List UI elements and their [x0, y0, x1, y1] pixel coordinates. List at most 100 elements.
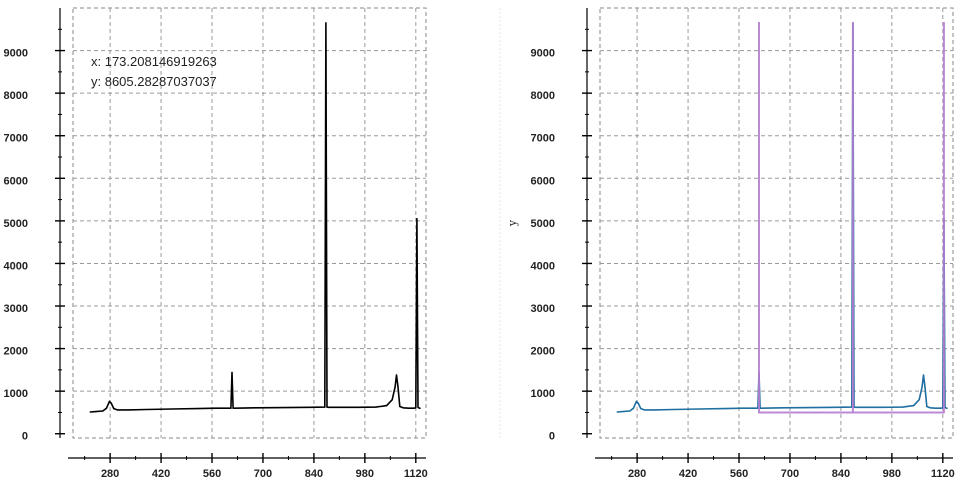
- data-point: [397, 386, 399, 388]
- plot-frame: [599, 7, 954, 439]
- data-point: [924, 386, 926, 388]
- x-tick-label: 840: [832, 468, 850, 480]
- data-point: [754, 407, 756, 409]
- data-point: [232, 407, 234, 409]
- data-point: [196, 408, 199, 410]
- data-point: [415, 407, 417, 409]
- y-tick-label: 7000: [531, 133, 555, 145]
- data-point: [395, 374, 398, 376]
- data-point: [413, 407, 415, 409]
- data-point: [94, 411, 97, 413]
- y-tick-label: 2000: [4, 346, 28, 358]
- data-point: [672, 408, 675, 411]
- data-point: [921, 386, 923, 388]
- data-point: [621, 411, 624, 413]
- x-tick-label: 1120: [931, 468, 955, 480]
- x-tick-label: 700: [781, 468, 799, 480]
- data-point: [230, 407, 232, 409]
- x-tick-label: 280: [101, 468, 119, 480]
- x-tick-label: 420: [152, 468, 170, 480]
- data-point: [417, 406, 419, 408]
- data-point: [102, 410, 104, 412]
- data-point: [309, 406, 311, 408]
- data-point: [407, 407, 410, 409]
- data-point: [335, 406, 337, 408]
- data-point: [758, 411, 760, 414]
- data-point: [116, 409, 118, 411]
- y-axis-label: y: [506, 219, 519, 227]
- data-point: [327, 406, 330, 408]
- data-point: [698, 408, 700, 410]
- data-point: [399, 405, 401, 408]
- x-tick-label: 560: [730, 468, 748, 480]
- y-tick-label: 4000: [4, 260, 28, 272]
- data-point: [227, 407, 229, 409]
- data-point: [394, 386, 396, 388]
- x-tick-label: 980: [356, 468, 374, 480]
- data-point: [635, 400, 637, 402]
- data-point: [943, 411, 945, 414]
- data-point: [386, 405, 388, 407]
- data-point: [113, 408, 115, 410]
- y-tick-label: 3000: [531, 303, 555, 315]
- y-tick-label: 9000: [531, 48, 555, 60]
- y-tick-label: 2000: [531, 346, 555, 358]
- data-point: [742, 407, 744, 409]
- data-point: [654, 409, 656, 411]
- y-tick-label: 7000: [4, 133, 28, 145]
- x-tick-label: 280: [628, 468, 646, 480]
- x-tick-label: 420: [679, 468, 697, 480]
- data-point: [854, 406, 857, 408]
- data-point: [723, 408, 726, 410]
- data-point: [234, 407, 236, 409]
- data-point: [629, 410, 631, 412]
- y-tick-label: 6000: [4, 175, 28, 187]
- data-point: [89, 411, 91, 413]
- plot-frame: [72, 7, 427, 439]
- y-tick-label: 1000: [4, 388, 28, 400]
- data-point: [946, 407, 948, 409]
- data-point: [918, 399, 920, 401]
- data-point: [110, 402, 112, 404]
- x-tick-label: 560: [203, 468, 221, 480]
- data-point: [231, 371, 233, 374]
- data-point: [325, 22, 327, 24]
- readout-x: x: 173.208146919263: [91, 54, 217, 69]
- data-point: [811, 406, 813, 409]
- data-point: [255, 407, 257, 409]
- data-point: [852, 22, 854, 24]
- data-point: [616, 411, 618, 413]
- data-point: [326, 406, 328, 408]
- y-tick-label: 4000: [531, 260, 555, 272]
- data-point: [643, 409, 645, 411]
- y-tick-label: 9000: [4, 48, 28, 60]
- x-tick-label: 840: [305, 468, 323, 480]
- data-point: [105, 407, 108, 409]
- data-point: [145, 408, 148, 411]
- y-tick-label: 5000: [531, 218, 555, 230]
- data-point: [402, 407, 404, 409]
- y-tick-label: 6000: [531, 175, 555, 187]
- data-point: [419, 407, 421, 409]
- data-point: [883, 406, 886, 408]
- series-line-0: [90, 22, 421, 413]
- data-point: [215, 407, 217, 409]
- readout-y: y: 8605.28287037037: [91, 74, 217, 89]
- data-point: [761, 407, 763, 409]
- series-line-0: [617, 22, 948, 413]
- data-point: [940, 407, 942, 409]
- data-point: [324, 406, 326, 408]
- data-point: [862, 406, 864, 408]
- data-point: [375, 406, 377, 408]
- y-tick-label: 3000: [4, 303, 28, 315]
- x-tick-label: 980: [883, 468, 901, 480]
- data-point: [913, 405, 915, 407]
- data-point: [836, 406, 838, 408]
- chart-right: 0 1000 2000 3000 4000 5000 6000 7000 8000 9000 280…: [506, 7, 955, 480]
- data-point: [934, 407, 937, 409]
- y-tick-label: 8000: [4, 90, 28, 102]
- data-point: [902, 406, 904, 408]
- data-point: [108, 400, 110, 402]
- data-point: [391, 399, 393, 401]
